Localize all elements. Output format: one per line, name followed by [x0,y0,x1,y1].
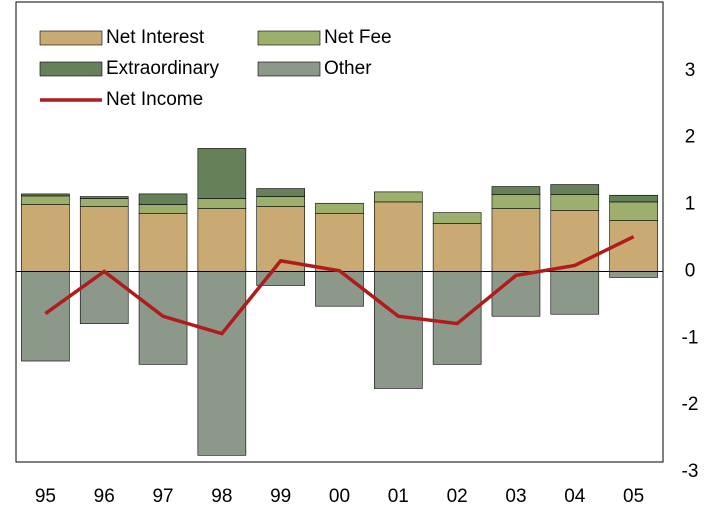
bar-segment [315,212,364,272]
y-tick-label: 3 [685,60,696,81]
bar-segment [374,271,423,389]
bar-segment [138,212,188,272]
legend-label: Extraordinary [106,58,219,79]
plot-frame [15,1,664,463]
legend-swatch [257,61,321,77]
legend-swatch [257,30,321,46]
bar-segment [550,194,600,211]
bar-segment [609,271,658,278]
bar-segment [491,186,541,195]
x-tick-label: 05 [623,486,644,507]
bar-segment [197,271,247,456]
bar-segment [197,208,247,272]
y-tick-label: -3 [682,461,699,482]
x-tick-label: 97 [152,486,173,507]
bar-segment [197,198,247,209]
y-tick-label: -1 [682,327,699,348]
bar-segment [79,206,129,272]
bar-segment [374,201,423,272]
legend-label: Net Income [106,89,203,110]
legend-label: Net Interest [106,27,205,48]
y-tick-label: 2 [685,127,696,148]
net-income-line [44,235,635,336]
x-tick-label: 00 [329,486,350,507]
bar-segment [491,194,541,209]
x-tick-label: 02 [447,486,468,507]
bar-segment [138,193,188,205]
bar-segment [79,271,129,324]
bar-segment [79,196,129,199]
bar-segment [138,204,188,214]
x-tick-label: 98 [211,486,232,507]
bar-segment [550,271,600,315]
x-tick-label: 01 [388,486,409,507]
x-tick-label: 03 [505,486,526,507]
bar-segment [256,196,305,207]
bar-segment [374,191,423,203]
bar-segment [550,210,600,272]
bar-segment [432,223,482,272]
bar-segment [256,188,305,197]
legend-label: Net Fee [324,27,392,48]
bar-segment [609,201,658,221]
bar-segment [197,148,247,199]
bar-segment [491,208,541,272]
legend-swatch [39,30,103,46]
bar-segment [21,195,70,205]
bar-segment [21,204,70,272]
legend-label: Other [324,58,372,79]
bar-segment [491,271,541,317]
x-tick-label: 96 [94,486,115,507]
bar-segment [315,202,364,214]
y-tick-label: 1 [685,194,696,215]
bar-segment [79,198,129,207]
x-tick-label: 99 [270,486,291,507]
bar-segment [21,193,70,197]
bar-segment [609,194,658,203]
x-tick-label: 95 [35,486,56,507]
bar-segment [432,271,482,365]
legend-swatch [39,61,103,77]
bar-segment [315,271,364,307]
x-tick-label: 04 [564,486,586,507]
bar-segment [550,184,600,195]
y-tick-label: 0 [685,260,696,281]
bar-segment [432,212,482,224]
y-tick-label: -2 [682,394,699,415]
bar-segment [21,271,70,362]
